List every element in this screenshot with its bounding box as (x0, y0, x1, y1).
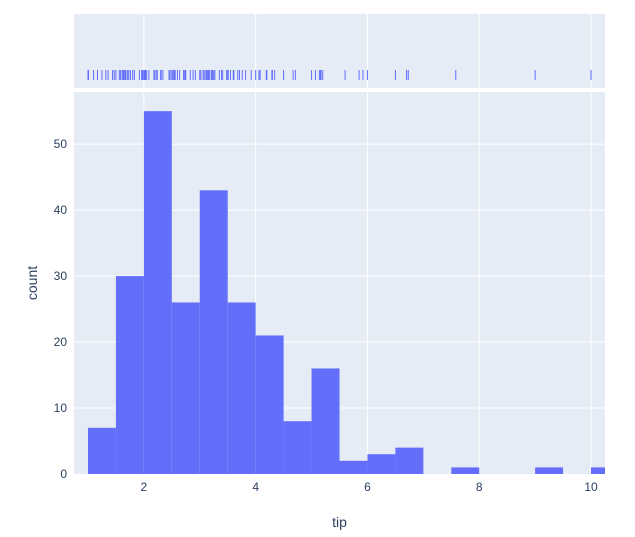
histogram-bar (451, 467, 480, 474)
x-tick-label: 4 (252, 480, 259, 494)
x-tick-label: 10 (584, 480, 598, 494)
histogram-bar (227, 302, 256, 474)
rug-marks (87, 70, 592, 80)
histogram-bar (283, 421, 312, 474)
histogram-bar (591, 467, 605, 474)
histogram-bar (339, 460, 368, 474)
histogram-bar (143, 111, 172, 474)
histogram-bar (255, 335, 284, 474)
y-tick-label: 20 (54, 335, 68, 349)
y-tick-label: 30 (54, 269, 68, 283)
histogram-bar (87, 427, 116, 474)
histogram-bar (367, 454, 396, 474)
y-tick-label: 50 (54, 137, 68, 151)
x-axis-title: tip (332, 514, 347, 530)
histogram-bar (395, 447, 424, 474)
histogram-bar (171, 302, 200, 474)
y-tick-label: 40 (54, 203, 68, 217)
y-axis-title: count (24, 266, 40, 300)
x-tick-label: 6 (364, 480, 371, 494)
x-tick-label: 2 (141, 480, 148, 494)
x-tick-labels: 2 4 6 8 10 (141, 480, 598, 494)
x-tick-label: 8 (476, 480, 483, 494)
histogram-bar (115, 276, 144, 474)
y-tick-label: 10 (54, 401, 68, 415)
y-tick-labels: 0 10 20 30 40 50 (54, 137, 68, 481)
histogram-bars (87, 111, 605, 475)
histogram-bar (199, 190, 228, 475)
histogram-bar (311, 368, 340, 474)
histogram-bar (535, 467, 564, 474)
y-tick-label: 0 (60, 467, 67, 481)
